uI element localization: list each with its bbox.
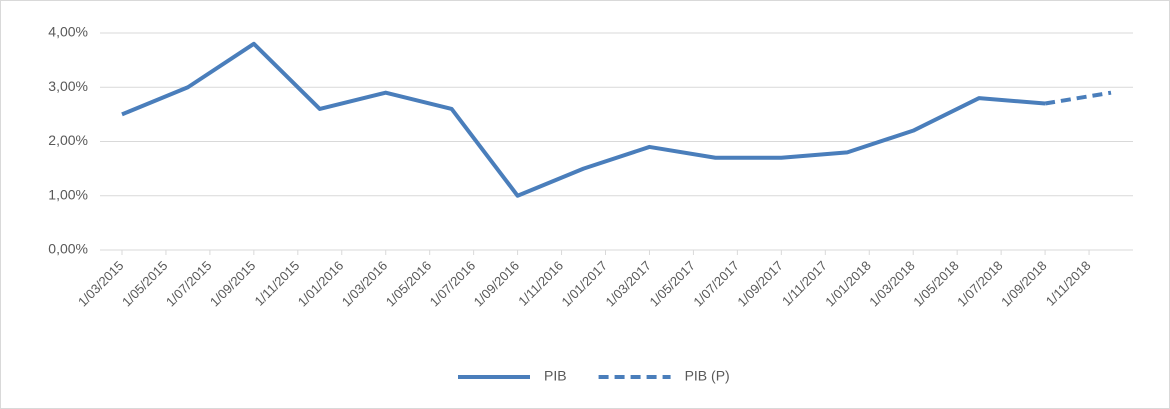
y-tick-label: 1,00% [48, 186, 88, 202]
legend-label: PIB [544, 368, 567, 384]
series-line [121, 41, 1046, 198]
legend-label: PIB (P) [685, 368, 730, 384]
y-tick-label: 0,00% [48, 241, 88, 257]
y-tick-label: 4,00% [48, 24, 88, 40]
y-tick-label: 3,00% [48, 78, 88, 94]
series-line [1044, 90, 1112, 106]
y-tick-label: 2,00% [48, 132, 88, 148]
